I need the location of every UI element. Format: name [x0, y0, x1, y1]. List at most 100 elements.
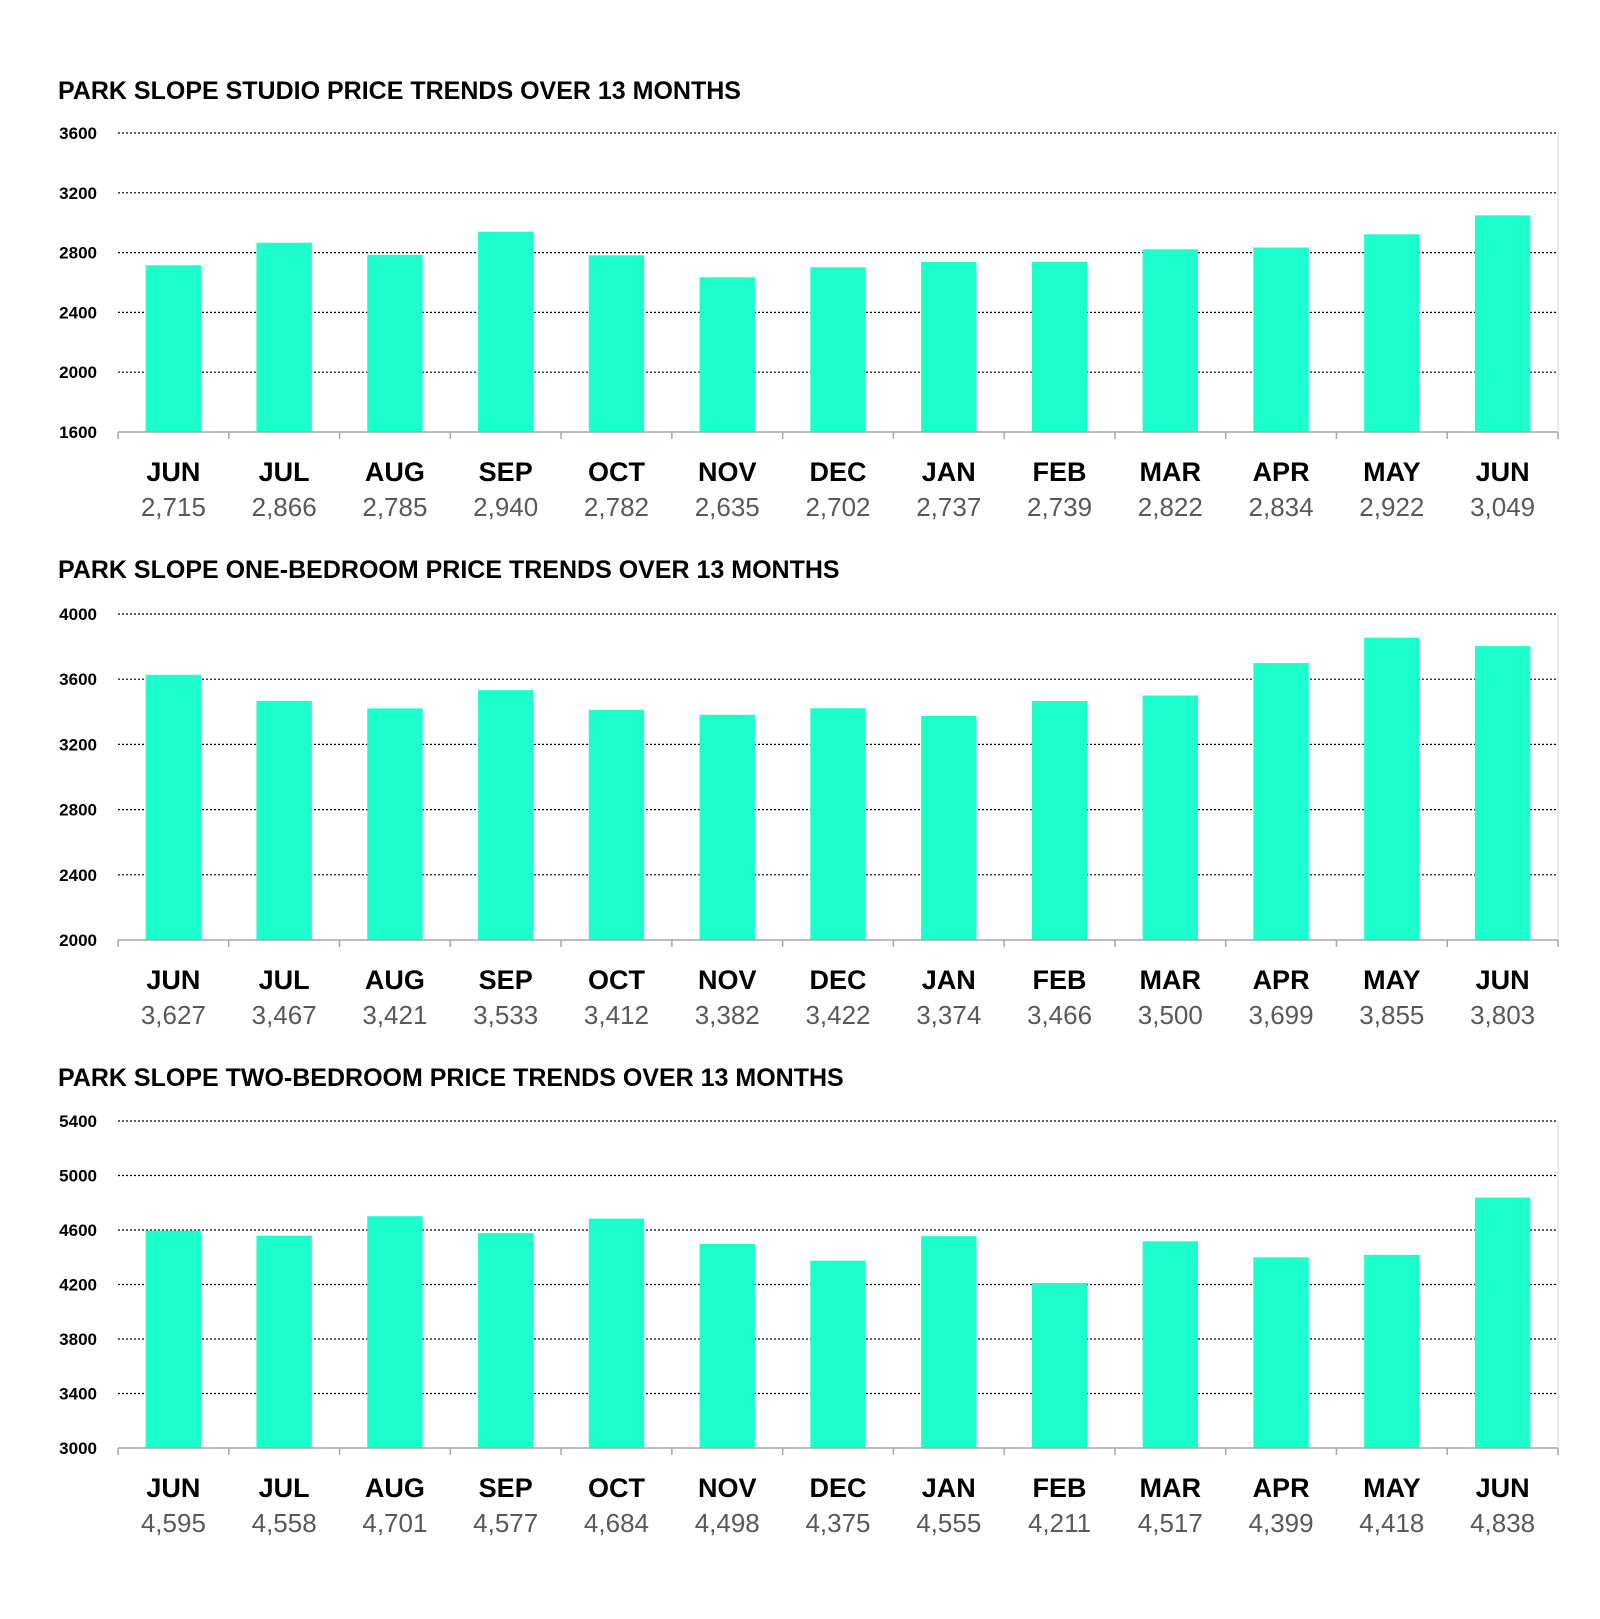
y-tick-label: 5400	[59, 1112, 97, 1131]
x-category-label: JAN	[922, 1473, 976, 1503]
x-value-label: 3,374	[916, 1000, 981, 1030]
x-category-label: OCT	[588, 1473, 646, 1503]
bar	[1364, 637, 1420, 940]
x-value-label: 3,855	[1359, 1000, 1424, 1030]
bar	[588, 255, 645, 432]
x-value-label: 3,467	[252, 1000, 317, 1030]
x-category-label: DEC	[809, 1473, 866, 1503]
x-value-label: 2,940	[473, 492, 538, 522]
x-category-label: JAN	[922, 965, 976, 995]
x-category-label: NOV	[698, 457, 757, 487]
bar	[478, 690, 534, 940]
x-category-label: SEP	[479, 1473, 533, 1503]
x-category-label: AUG	[365, 457, 425, 487]
x-value-label: 2,715	[141, 492, 206, 522]
studio-bar-chart: 1600 2000 2400 2800 3200 3600 JUN 2,715 JUL 2,866…	[59, 124, 1559, 522]
x-value-label: 2,635	[695, 492, 760, 522]
y-tick-label: 3400	[59, 1385, 97, 1404]
x-value-label: 4,577	[473, 1508, 538, 1538]
x-category-label: MAY	[1363, 457, 1421, 487]
x-category-label: MAY	[1363, 965, 1421, 995]
x-value-label: 2,922	[1359, 492, 1424, 522]
bar	[145, 1230, 202, 1448]
one-bedroom-chart-title: PARK SLOPE ONE-BEDROOM PRICE TRENDS OVER…	[58, 556, 840, 584]
bar	[1474, 1197, 1531, 1448]
one-bedroom-bar-chart: 2000 2400 2800 3200 3600 4000 JUN 3,627 JUL 3,467…	[59, 605, 1559, 1030]
bar	[1253, 1257, 1309, 1448]
bar	[367, 254, 423, 432]
x-category-label: SEP	[479, 965, 533, 995]
y-tick-label: 3600	[59, 124, 97, 143]
x-category-label: APR	[1253, 457, 1310, 487]
x-value-label: 3,412	[584, 1000, 649, 1030]
bar	[1474, 215, 1531, 432]
x-value-label: 3,466	[1027, 1000, 1092, 1030]
x-value-label: 4,595	[141, 1508, 206, 1538]
x-category-label: NOV	[698, 965, 757, 995]
x-value-label: 3,803	[1470, 1000, 1535, 1030]
bar	[1031, 1283, 1088, 1448]
bar	[921, 1236, 977, 1448]
x-category-label: APR	[1253, 1473, 1310, 1503]
x-value-label: 3,049	[1470, 492, 1535, 522]
two-bedroom-bar-chart: 3000 3400 3800 4200 4600 5000 5400 JUN 4,595 JUL 4…	[59, 1112, 1559, 1538]
x-category-label: MAR	[1140, 457, 1202, 487]
x-category-label: JUN	[146, 457, 200, 487]
y-tick-label: 2000	[59, 931, 97, 950]
bar	[367, 1216, 423, 1448]
x-value-label: 3,699	[1249, 1000, 1314, 1030]
bar	[145, 674, 202, 940]
x-value-label: 2,822	[1138, 492, 1203, 522]
bar	[1142, 249, 1198, 432]
bar	[256, 700, 312, 940]
y-tick-label: 4200	[59, 1276, 97, 1295]
x-category-label: JUL	[259, 965, 310, 995]
bar	[1364, 1254, 1420, 1448]
bar	[256, 242, 312, 432]
x-value-label: 2,737	[916, 492, 981, 522]
y-tick-label: 2000	[59, 363, 97, 382]
bar	[699, 277, 755, 432]
x-category-label: DEC	[809, 965, 866, 995]
x-value-label: 3,627	[141, 1000, 206, 1030]
bar	[367, 708, 423, 940]
x-value-label: 3,421	[362, 1000, 427, 1030]
bar	[810, 708, 866, 940]
y-tick-label: 4000	[59, 605, 97, 624]
x-category-label: MAR	[1140, 1473, 1202, 1503]
x-category-label: JUL	[259, 1473, 310, 1503]
y-tick-label: 3200	[59, 184, 97, 203]
bar	[1253, 663, 1309, 940]
y-tick-label: 5000	[59, 1167, 97, 1186]
x-category-label: DEC	[809, 457, 866, 487]
x-value-label: 4,399	[1249, 1508, 1314, 1538]
bar	[478, 1233, 534, 1448]
x-value-label: 3,422	[805, 1000, 870, 1030]
x-value-label: 2,702	[805, 492, 870, 522]
x-value-label: 2,785	[362, 492, 427, 522]
y-tick-label: 2400	[59, 866, 97, 885]
x-category-label: SEP	[479, 457, 533, 487]
x-category-label: NOV	[698, 1473, 757, 1503]
bar	[810, 267, 866, 432]
x-category-label: FEB	[1033, 1473, 1087, 1503]
bar	[699, 1243, 755, 1448]
x-category-label: MAR	[1140, 965, 1202, 995]
x-category-label: JUN	[146, 1473, 200, 1503]
bar	[810, 1260, 866, 1448]
bar	[478, 231, 534, 432]
bar	[1142, 695, 1198, 940]
studio-chart-title: PARK SLOPE STUDIO PRICE TRENDS OVER 13 M…	[58, 77, 741, 105]
bar	[699, 714, 755, 940]
x-value-label: 4,418	[1359, 1508, 1424, 1538]
x-category-label: JUN	[1476, 457, 1530, 487]
x-value-label: 4,375	[805, 1508, 870, 1538]
y-tick-label: 4600	[59, 1221, 97, 1240]
x-category-label: MAY	[1363, 1473, 1421, 1503]
y-tick-label: 1600	[59, 423, 97, 442]
bar	[1364, 234, 1420, 432]
bar	[588, 709, 645, 940]
x-category-label: AUG	[365, 965, 425, 995]
y-tick-label: 3000	[59, 1439, 97, 1458]
bar	[1031, 261, 1088, 432]
